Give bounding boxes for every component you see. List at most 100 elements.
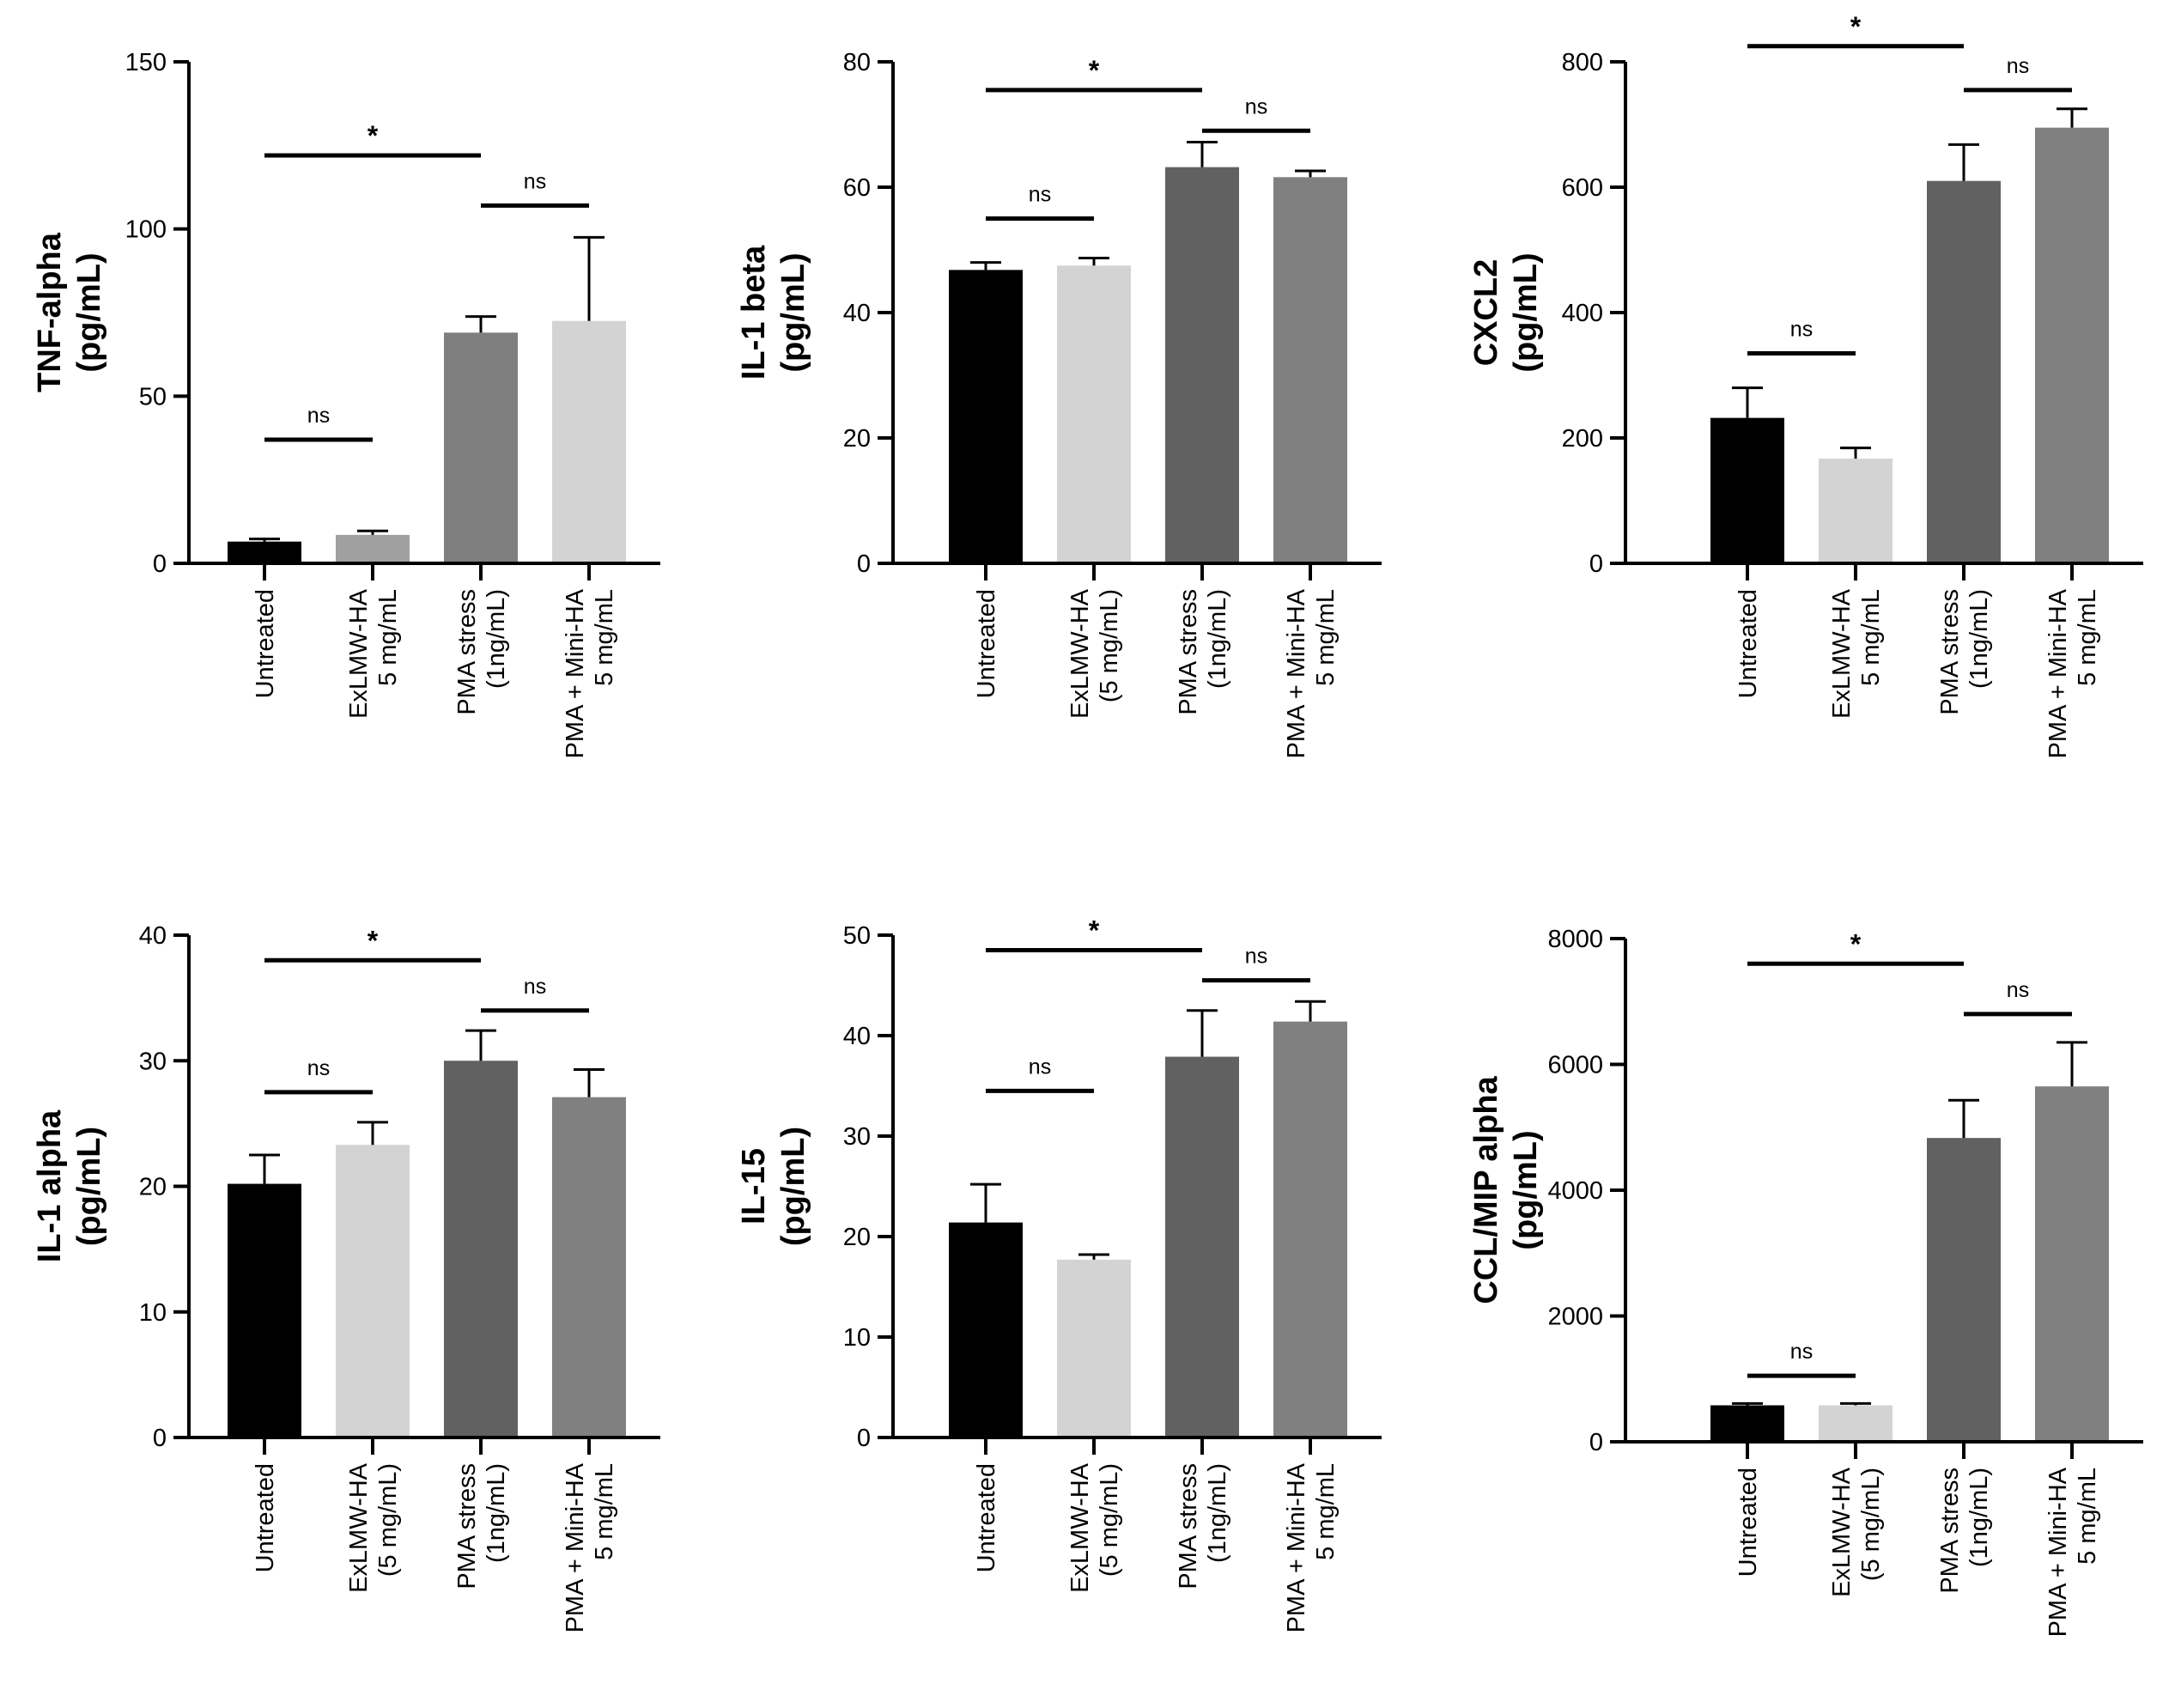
y-axis-label: (pg/mL) (775, 252, 811, 372)
bar (228, 1183, 301, 1438)
chart-panel-4: 0 10 20 30 40 Untreated ExLMW-HA (5 mg/mL) PMA s… (32, 922, 660, 1632)
x-category-label: 5 mg/mL (1857, 589, 1885, 686)
y-tick-label: 40 (843, 300, 871, 327)
y-tick-label: 0 (153, 1425, 167, 1452)
y-axis-label: (pg/mL) (1508, 252, 1544, 372)
x-category-label: 5 mg/mL (591, 1463, 618, 1560)
chart-panel-5: 0 10 20 30 40 50 Untreated ExLMW-HA (5 mg/mL) PMA… (736, 915, 1382, 1632)
x-category-label: PMA stress (1175, 1463, 1202, 1589)
y-tick-label: 40 (139, 922, 167, 950)
bar (444, 332, 518, 563)
significance-label: * (368, 120, 379, 151)
significance-label: * (1850, 928, 1862, 959)
bar (1057, 265, 1131, 563)
bar (1819, 1405, 1893, 1442)
significance-label: * (368, 925, 379, 956)
x-category-label: PMA + Mini-HA (562, 588, 589, 758)
y-tick-label: 200 (1562, 425, 1603, 453)
y-axis-label: CCL/MIP alpha (1468, 1075, 1504, 1304)
y-tick-label: 0 (1589, 1429, 1603, 1456)
y-tick-label: 8000 (1547, 926, 1603, 953)
x-category-label: ExLMW-HA (1066, 588, 1094, 719)
bar (336, 1145, 410, 1438)
y-tick-label: 20 (139, 1174, 167, 1201)
x-category-label: (5 mg/mL) (374, 1463, 402, 1577)
y-axis-label: (pg/mL) (1508, 1130, 1544, 1249)
significance-label: ns (1790, 317, 1813, 341)
y-tick-label: 30 (139, 1048, 167, 1075)
y-axis-label: IL-1 alpha (32, 1109, 68, 1262)
x-category-label: (1ng/mL) (1204, 589, 1231, 689)
bar (444, 1061, 518, 1438)
y-tick-label: 4000 (1547, 1177, 1603, 1205)
y-tick-label: 30 (843, 1123, 871, 1151)
x-category-label: Untreated (973, 1463, 1000, 1572)
y-axis-label: CXCL2 (1468, 259, 1504, 367)
x-category-label: PMA + Mini-HA (1283, 1462, 1310, 1632)
y-tick-label: 0 (153, 550, 167, 578)
x-category-label: (1ng/mL) (1965, 1468, 1993, 1567)
bar (1273, 177, 1347, 563)
significance-label: * (1089, 915, 1100, 946)
y-tick-label: 0 (857, 550, 871, 578)
x-category-label: PMA + Mini-HA (2044, 588, 2072, 758)
bar (1927, 1138, 2001, 1442)
significance-label: * (1089, 55, 1100, 86)
chart-panel-2: 0 20 40 60 80 Untreated ExLMW-HA (5 mg/mL) PMA s… (736, 49, 1382, 758)
x-category-label: (1ng/mL) (1965, 589, 1993, 689)
y-tick-label: 50 (843, 922, 871, 950)
y-axis-label: IL-15 (736, 1148, 772, 1225)
y-tick-label: 10 (843, 1324, 871, 1352)
significance-label: ns (524, 975, 546, 999)
bar (1819, 459, 1893, 563)
x-category-label: Untreated (1735, 589, 1762, 698)
y-tick-label: 50 (139, 383, 167, 410)
y-axis-label: (pg/mL) (775, 1127, 811, 1246)
x-category-label: ExLMW-HA (1828, 1467, 1856, 1597)
x-category-label: PMA + Mini-HA (1283, 588, 1310, 758)
y-axis-label: TNF-alpha (32, 232, 68, 392)
x-category-label: (5 mg/mL) (1857, 1468, 1885, 1581)
bar (552, 1097, 626, 1438)
x-category-label: Untreated (973, 589, 1000, 698)
bar (336, 534, 410, 563)
bar (1273, 1021, 1347, 1438)
x-category-label: PMA + Mini-HA (562, 1462, 589, 1632)
x-category-label: ExLMW-HA (345, 588, 373, 719)
significance-label: ns (1029, 1055, 1051, 1079)
y-tick-label: 600 (1562, 174, 1603, 202)
bar (2035, 1086, 2109, 1442)
y-tick-label: 0 (1589, 550, 1603, 578)
bar (1710, 1405, 1784, 1442)
significance-label: ns (1790, 1340, 1813, 1364)
y-axis-label: (pg/mL) (71, 1127, 107, 1246)
y-tick-label: 6000 (1547, 1052, 1603, 1079)
bar (949, 270, 1023, 563)
y-tick-label: 60 (843, 174, 871, 202)
y-axis-label: (pg/mL) (71, 252, 107, 372)
x-category-label: Untreated (252, 589, 279, 698)
significance-label: ns (307, 1056, 330, 1080)
bar (552, 320, 626, 563)
y-tick-label: 20 (843, 425, 871, 453)
x-category-label: 5 mg/mL (1312, 589, 1340, 686)
bar (1165, 1056, 1239, 1438)
x-category-label: (1ng/mL) (1204, 1463, 1231, 1563)
x-category-label: PMA stress (453, 589, 481, 715)
x-category-label: (5 mg/mL) (1096, 589, 1123, 702)
x-category-label: PMA stress (453, 1463, 481, 1589)
x-category-label: (5 mg/mL) (1096, 1463, 1123, 1577)
significance-label: ns (2007, 978, 2029, 1002)
x-category-label: PMA stress (1175, 589, 1202, 715)
bar (1927, 180, 2001, 563)
x-category-label: 5 mg/mL (2074, 1468, 2101, 1565)
y-tick-label: 2000 (1547, 1304, 1603, 1331)
x-category-label: (1ng/mL) (483, 589, 510, 689)
x-category-label: Untreated (1735, 1468, 1762, 1577)
x-category-label: PMA + Mini-HA (2044, 1467, 2072, 1637)
x-category-label: (1ng/mL) (483, 1463, 510, 1563)
significance-label: * (1850, 11, 1862, 42)
